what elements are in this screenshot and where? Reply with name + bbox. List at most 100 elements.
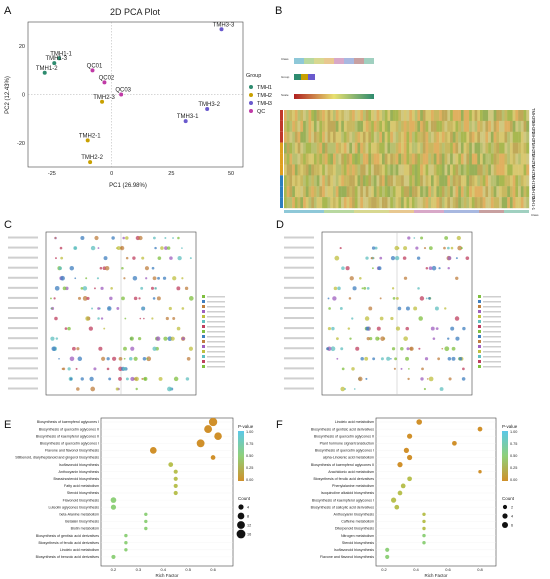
heatmap-cell bbox=[409, 131, 413, 143]
heatmap-cell bbox=[452, 164, 456, 176]
heatmap-cell bbox=[390, 197, 394, 209]
heatmap-cell bbox=[493, 186, 497, 198]
heatmap-cell bbox=[411, 164, 415, 176]
dotplot-dot bbox=[365, 326, 370, 331]
dotplot-dot bbox=[82, 286, 88, 291]
heatmap-cell bbox=[338, 120, 342, 132]
heatmap-cell bbox=[458, 186, 462, 198]
dotplot-dot bbox=[60, 275, 65, 281]
heatmap-cell bbox=[352, 142, 355, 154]
dotplot-dot bbox=[157, 256, 162, 260]
heatmap-cell bbox=[501, 175, 505, 187]
heatmap-cell bbox=[501, 197, 505, 209]
heatmap-cell bbox=[289, 142, 293, 154]
pca-point bbox=[85, 138, 90, 143]
heatmap-cell bbox=[512, 164, 516, 176]
heatmap-cell bbox=[447, 186, 451, 198]
heatmap-cell bbox=[365, 120, 369, 132]
heatmap-cell bbox=[409, 120, 413, 132]
heatmap-cell bbox=[294, 142, 298, 154]
heatmap-row-label: TMH1-3 bbox=[531, 173, 536, 189]
heatmap-cell bbox=[303, 197, 306, 209]
dotplot-dot bbox=[135, 387, 138, 391]
heatmap-cell bbox=[474, 197, 478, 209]
enrich-pathway-label: Fatty acid metabolism bbox=[64, 484, 99, 488]
heatmap-cell bbox=[341, 153, 345, 165]
dotplot-dot bbox=[400, 346, 404, 351]
heatmap-cell bbox=[357, 164, 361, 176]
dotplot-dot bbox=[106, 357, 110, 361]
heatmap-cell bbox=[471, 175, 475, 187]
heatmap-cell bbox=[362, 142, 366, 154]
dotplot-dot bbox=[160, 246, 164, 250]
heatmap-cell bbox=[371, 153, 375, 165]
heatmap-cell bbox=[311, 120, 315, 132]
heatmap-cell bbox=[441, 142, 445, 154]
enrich-bubble bbox=[204, 425, 213, 434]
heatmap-cell bbox=[382, 120, 385, 132]
heatmap-cell bbox=[411, 153, 415, 165]
heatmap-row-label: TMH1-1 bbox=[531, 195, 536, 211]
dotplot-dot bbox=[386, 356, 391, 361]
pca-point-label: TMH1-1 bbox=[50, 51, 72, 57]
heatmap-cell bbox=[482, 131, 486, 143]
heatmap-cell bbox=[357, 153, 361, 165]
heatmap-cell bbox=[458, 164, 462, 176]
enrich-e-plot: Biosynthesis of kaempferol aglycones I Bi… bbox=[15, 417, 233, 572]
heatmap-cell bbox=[395, 175, 399, 187]
heatmap-cell bbox=[493, 153, 497, 165]
pca-point bbox=[57, 56, 62, 61]
heatmap-cell bbox=[417, 110, 421, 122]
heatmap-cell bbox=[401, 153, 404, 165]
heatmap-cell bbox=[352, 164, 355, 176]
heatmap-cell bbox=[428, 153, 432, 165]
heatmap-cell bbox=[447, 197, 451, 209]
pca-point-label: TMH3-1 bbox=[177, 114, 199, 120]
heatmap-cell bbox=[322, 197, 326, 209]
dotplot-dot bbox=[75, 367, 78, 370]
enrich-pathway-label: Steroid biosynthesis bbox=[67, 491, 99, 495]
dotplot-dot bbox=[379, 256, 383, 260]
heatmap-cell bbox=[392, 186, 396, 198]
heatmap-cell bbox=[417, 164, 421, 176]
pca-point-label: TMH1-3 bbox=[45, 56, 67, 62]
heatmap-cell bbox=[387, 175, 391, 187]
heatmap-group-bar bbox=[280, 110, 283, 121]
heatmap-cell bbox=[523, 186, 527, 198]
heatmap-cell bbox=[392, 153, 396, 165]
heatmap-cell bbox=[398, 197, 402, 209]
heatmap-cell bbox=[338, 186, 342, 198]
heatmap-cell bbox=[303, 186, 306, 198]
enrich-count-tick: 4 bbox=[511, 515, 513, 519]
heatmap-cell bbox=[305, 120, 309, 132]
heatmap-cell bbox=[311, 197, 315, 209]
heatmap-cell bbox=[444, 175, 448, 187]
panel-e: E Biosynthesis of kaempferol aglycones I… bbox=[4, 417, 254, 578]
heatmap-cell bbox=[284, 110, 287, 122]
heatmap-cell bbox=[520, 164, 524, 176]
heatmap-cell bbox=[518, 142, 522, 154]
dotplot-dot bbox=[428, 246, 433, 250]
heatmap-cell bbox=[297, 110, 301, 122]
heatmap-cell bbox=[316, 131, 320, 143]
heatmap-cell bbox=[387, 197, 391, 209]
dotplot-dot bbox=[50, 336, 55, 341]
dotplot-dot bbox=[330, 346, 336, 352]
heatmap-cell bbox=[300, 153, 304, 165]
heatmap-cell bbox=[499, 131, 502, 143]
enrich-bubble bbox=[391, 497, 397, 503]
heatmap-cell bbox=[333, 153, 336, 165]
heatmap-cell bbox=[292, 120, 296, 132]
heatmap-cell bbox=[384, 120, 388, 132]
heatmap-cell bbox=[417, 120, 421, 132]
enrich-count-dot bbox=[236, 529, 246, 539]
dotplot-dot bbox=[364, 316, 370, 321]
pca-x-tick: -25 bbox=[48, 171, 56, 177]
heatmap-cell bbox=[444, 186, 448, 198]
dotplot-dot bbox=[447, 256, 452, 261]
heatmap-cell bbox=[515, 175, 519, 187]
heatmap-cell bbox=[316, 153, 320, 165]
dotplot-dot bbox=[97, 247, 100, 249]
dotplot-dot bbox=[409, 346, 414, 351]
